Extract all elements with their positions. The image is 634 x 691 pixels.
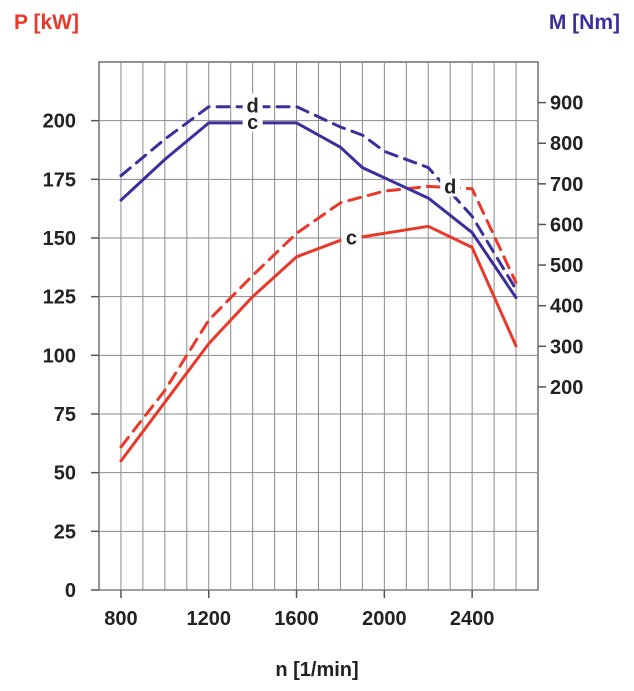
series-line-m-c — [119, 121, 518, 300]
y-left-tick-label: 125 — [43, 287, 76, 309]
y-right-tick-label: 900 — [550, 93, 583, 115]
y-left-tick-label: 25 — [54, 521, 76, 543]
y-left-tick-label: 150 — [43, 228, 76, 250]
series-label-bg — [440, 174, 461, 197]
x-tick-label: 1200 — [187, 608, 232, 630]
series-label-m-c: c — [247, 112, 258, 134]
y-left-tick-label: 100 — [43, 345, 76, 367]
y-left-tick-label: 50 — [54, 463, 76, 485]
y-right-tick-label: 400 — [550, 296, 583, 318]
y-right-axis-label: M [Nm] — [548, 11, 620, 34]
series-label-p-d: d — [444, 177, 456, 199]
y-right-tick-label: 300 — [550, 336, 583, 358]
y-right-tick-label: 800 — [550, 133, 583, 155]
y-left-tick-label: 200 — [43, 111, 76, 133]
y-right-tick-label: 200 — [550, 377, 583, 399]
y-left-axis-label: P [kW] — [14, 11, 79, 34]
series-label-bg — [242, 93, 263, 116]
x-tick-label: 2000 — [362, 608, 407, 630]
series-label-m-d: d — [247, 96, 259, 118]
grid — [98, 61, 539, 591]
x-tick-label: 1600 — [274, 608, 319, 630]
x-axis-label: n [1/min] — [275, 659, 359, 681]
y-right-tick-label: 500 — [550, 255, 583, 277]
y-left-tick-label: 0 — [65, 580, 76, 602]
series-line-p-c — [119, 224, 518, 463]
y-left-tick-label: 75 — [54, 404, 76, 426]
y-right-tick-label: 600 — [550, 214, 583, 236]
x-tick-label: 800 — [104, 608, 137, 630]
tick-labels: 0 25 50 75 100 125 150 175 200 200 300 400 500 600 700… — [43, 93, 584, 630]
y-right-tick-label: 700 — [550, 174, 583, 196]
series-label-bg — [341, 225, 362, 248]
series-label-p-c: c — [346, 228, 357, 250]
x-tick-label: 2400 — [450, 608, 495, 630]
y-left-tick-label: 175 — [43, 169, 76, 191]
